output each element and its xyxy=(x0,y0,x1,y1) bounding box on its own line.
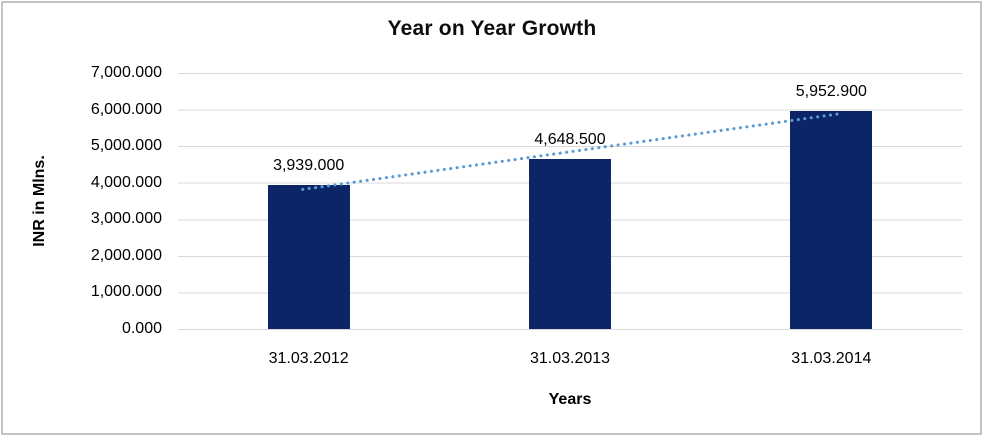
y-axis-tick-label: 5,000.000 xyxy=(90,137,162,155)
y-axis-tick-label: 6,000.000 xyxy=(90,100,162,118)
x-axis: 31.03.2012 31.03.2013 31.03.2014 xyxy=(178,330,962,375)
y-axis-tick-label: 2,000.000 xyxy=(90,246,162,264)
x-axis-tick-label: 31.03.2012 xyxy=(268,350,349,367)
data-label: 4,648.500 xyxy=(534,131,606,148)
y-axis-tick-label: 1,000.000 xyxy=(90,283,162,301)
x-axis-tick-label: 31.03.2014 xyxy=(791,350,872,367)
chart-title: Year on Year Growth xyxy=(387,17,597,40)
x-axis-tick-label: 31.03.2013 xyxy=(529,350,611,367)
bar-2012 xyxy=(267,184,350,329)
bar-2013 xyxy=(529,159,611,329)
y-axis-title: INR in Mlns. xyxy=(31,155,48,247)
y-axis-tick-label: 7,000.000 xyxy=(90,64,162,81)
plot-area: 3,939.000 4,648.500 5,952.900 xyxy=(178,73,962,330)
y-axis-tick-label: 3,000.000 xyxy=(90,210,162,228)
bar-2014 xyxy=(790,111,873,329)
trendline xyxy=(301,112,841,191)
x-axis-title: Years xyxy=(548,391,592,408)
data-label: 3,939.000 xyxy=(273,156,345,174)
y-axis-tick-label: 0.000 xyxy=(121,319,162,337)
data-label: 5,952.900 xyxy=(795,83,867,101)
y-axis-tick-label: 4,000.000 xyxy=(90,173,162,191)
